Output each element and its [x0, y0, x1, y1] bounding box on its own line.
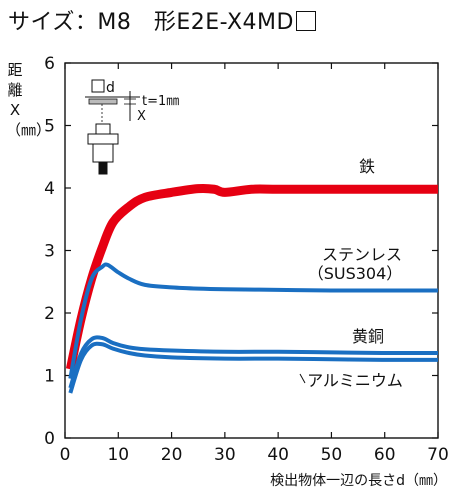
x-tick-label: 20	[161, 445, 183, 465]
series-label-aluminum: アルミニウム	[307, 371, 403, 390]
x-tick-label: 60	[374, 445, 396, 465]
y-tick-label: 0	[44, 429, 55, 449]
inset-sensor-body-icon	[92, 143, 114, 163]
inset-d-label: d	[106, 80, 115, 96]
x-tick-label: 40	[267, 445, 289, 465]
series-label-sus304: （SUS304）	[308, 264, 403, 283]
y-tick-label: 3	[44, 242, 55, 262]
y-tick-label: 5	[44, 117, 55, 137]
x-tick-label: 70	[427, 445, 449, 465]
series-label-stainless: ステンレス	[322, 245, 402, 264]
inset-t-label: t=1㎜	[142, 94, 179, 109]
x-tick-label: 50	[321, 445, 343, 465]
inset-square-icon	[91, 79, 105, 93]
inset-target-plate-icon	[88, 98, 118, 105]
series-iron-line	[65, 183, 438, 371]
series-label-brass: 黄銅	[352, 327, 384, 346]
x-tick-label: 30	[214, 445, 236, 465]
series-brass-line	[68, 335, 439, 389]
series-label-iron: 鉄	[359, 157, 375, 176]
series-aluminum-line	[68, 341, 439, 394]
y-tick-label: 4	[44, 179, 55, 199]
aluminum-leader-line	[299, 373, 306, 384]
inset-cable-icon	[98, 161, 108, 175]
y-tick-label: 6	[44, 54, 55, 74]
chart-title-text: サイズ：M8 形E2E-X4MD	[8, 10, 294, 35]
x-axis-label: 検出物体一辺の長さd（㎜）	[270, 473, 447, 489]
inset-x-label: X	[137, 109, 146, 124]
inset-sensor-head-icon	[95, 123, 111, 135]
inset-nut-icon	[87, 133, 119, 145]
series-stainless-line	[68, 262, 438, 379]
chart-title: サイズ：M8 形E2E-X4MD	[8, 4, 316, 36]
y-tick-label: 1	[44, 367, 55, 387]
x-tick-label: 0	[60, 445, 71, 465]
x-tick-label: 10	[107, 445, 129, 465]
square-symbol-icon	[295, 11, 316, 31]
y-tick-label: 2	[44, 304, 55, 324]
